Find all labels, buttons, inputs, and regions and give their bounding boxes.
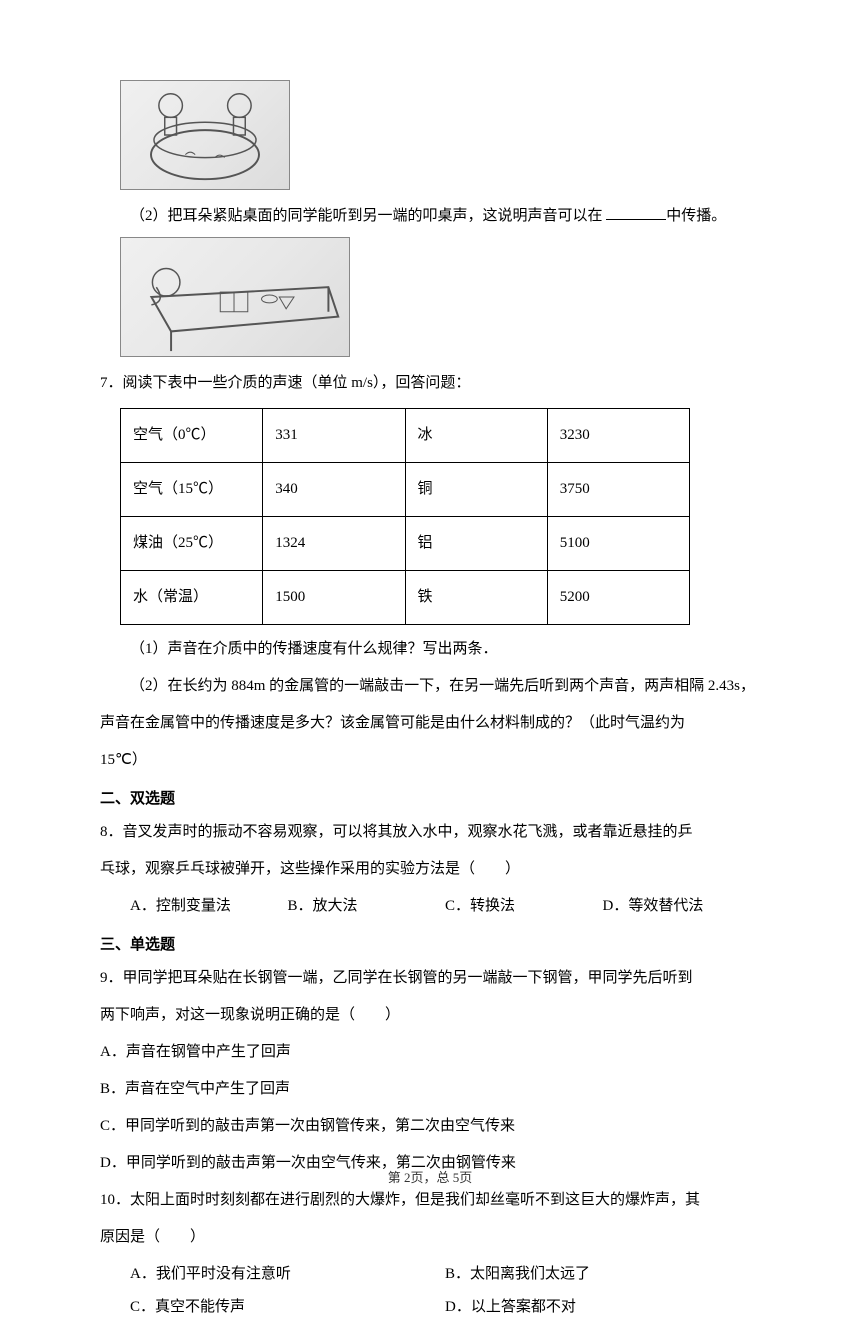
- q7-2c: 15℃）: [100, 744, 760, 777]
- q9-c: C．甲同学听到的敲击声第一次由钢管传来，第二次由空气传来: [100, 1110, 760, 1143]
- page-footer: 第 2页，总 5页: [0, 1167, 860, 1186]
- table-row: 煤油（25℃） 1324 铝 5100: [121, 517, 690, 571]
- document-content: （2）把耳朵紧贴桌面的同学能听到另一端的叩桌声，这说明声音可以在 中传播。 7．…: [100, 80, 760, 1324]
- q8-options: A．控制变量法 B．放大法 C．转换法 D．等效替代法: [100, 890, 760, 923]
- option-b: B．太阳离我们太远了: [445, 1258, 760, 1291]
- cell: 3230: [547, 409, 689, 463]
- q10-line1: 10．太阳上面时时刻刻都在进行剧烈的大爆炸，但是我们却丝毫听不到这巨大的爆炸声，…: [100, 1184, 760, 1217]
- q6-part2: （2）把耳朵紧贴桌面的同学能听到另一端的叩桌声，这说明声音可以在 中传播。: [100, 200, 760, 233]
- q9-line2: 两下响声，对这一现象说明正确的是（ ）: [100, 999, 760, 1032]
- option-b: B．放大法: [288, 890, 446, 923]
- option-c: C．真空不能传声: [130, 1291, 445, 1324]
- table-row: 水（常温） 1500 铁 5200: [121, 571, 690, 625]
- option-d: D．等效替代法: [603, 890, 761, 923]
- q7-1: （1）声音在介质中的传播速度有什么规律？写出两条．: [100, 633, 760, 666]
- cell: 340: [263, 463, 405, 517]
- table-row: 空气（0℃） 331 冰 3230: [121, 409, 690, 463]
- q10-options: A．我们平时没有注意听 B．太阳离我们太远了 C．真空不能传声 D．以上答案都不…: [100, 1258, 760, 1324]
- cell: 空气（15℃）: [121, 463, 263, 517]
- cell: 铜: [405, 463, 547, 517]
- section-3-title: 三、单选题: [100, 929, 760, 962]
- q10-line2: 原因是（ ）: [100, 1221, 760, 1254]
- option-a: A．我们平时没有注意听: [130, 1258, 445, 1291]
- cell: 1500: [263, 571, 405, 625]
- cell: 3750: [547, 463, 689, 517]
- cell: 5100: [547, 517, 689, 571]
- cell: 铝: [405, 517, 547, 571]
- q8-line2: 乓球，观察乒乓球被弹开，这些操作采用的实验方法是（ ）: [100, 853, 760, 886]
- q6-part2-suffix: 中传播。: [666, 208, 726, 224]
- q7-2a: （2）在长约为 884m 的金属管的一端敲击一下，在另一端先后听到两个声音，两声…: [100, 670, 760, 703]
- q9-line1: 9．甲同学把耳朵贴在长钢管一端，乙同学在长钢管的另一端敲一下钢管，甲同学先后听到: [100, 962, 760, 995]
- q7-intro: 7．阅读下表中一些介质的声速（单位 m/s），回答问题：: [100, 367, 760, 400]
- section-2-title: 二、双选题: [100, 783, 760, 816]
- q8-line1: 8．音叉发声时的振动不容易观察，可以将其放入水中，观察水花飞溅，或者靠近悬挂的乒: [100, 816, 760, 849]
- cell: 冰: [405, 409, 547, 463]
- cell: 煤油（25℃）: [121, 517, 263, 571]
- cell: 空气（0℃）: [121, 409, 263, 463]
- q9-b: B．声音在空气中产生了回声: [100, 1073, 760, 1106]
- illustration-fishbowl: [120, 80, 290, 190]
- illustration-desk: [120, 237, 350, 357]
- option-d: D．以上答案都不对: [445, 1291, 760, 1324]
- option-c: C．转换法: [445, 890, 603, 923]
- cell: 1324: [263, 517, 405, 571]
- q6-part2-text: （2）把耳朵紧贴桌面的同学能听到另一端的叩桌声，这说明声音可以在: [130, 208, 606, 224]
- table-row: 空气（15℃） 340 铜 3750: [121, 463, 690, 517]
- cell: 铁: [405, 571, 547, 625]
- blank-fill: [606, 205, 666, 220]
- sound-speed-table: 空气（0℃） 331 冰 3230 空气（15℃） 340 铜 3750 煤油（…: [120, 408, 690, 625]
- cell: 水（常温）: [121, 571, 263, 625]
- option-a: A．控制变量法: [130, 890, 288, 923]
- cell: 331: [263, 409, 405, 463]
- cell: 5200: [547, 571, 689, 625]
- q9-a: A．声音在钢管中产生了回声: [100, 1036, 760, 1069]
- q7-2b: 声音在金属管中的传播速度是多大？该金属管可能是由什么材料制成的？（此时气温约为: [100, 707, 760, 740]
